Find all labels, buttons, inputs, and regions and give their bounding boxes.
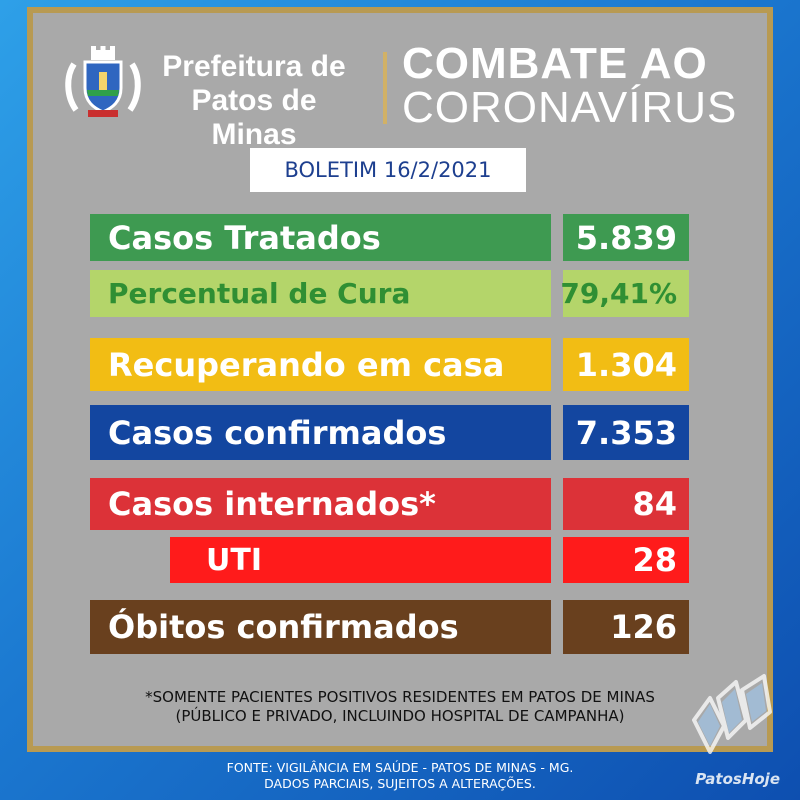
- treated-cases-label: Casos Tratados: [108, 218, 381, 257]
- deaths-value-box: 126: [563, 600, 689, 654]
- icu-label: UTI: [206, 542, 262, 578]
- campaign-title-line-2: CORONAVÍRUS: [402, 83, 738, 132]
- hospitalized-label-box: Casos internados*: [90, 478, 551, 530]
- footnote-line-2: (PÚBLICO E PRIVADO, INCLUINDO HOSPITAL D…: [175, 707, 625, 725]
- treated-cases-label-box: Casos Tratados: [90, 214, 551, 261]
- hospitalized-value-box: 84: [563, 478, 689, 530]
- confirmed-cases-label-box: Casos confirmados: [90, 405, 551, 460]
- data-source-note: FONTE: VIGILÂNCIA EM SAÚDE - PATOS DE MI…: [140, 760, 660, 792]
- brand-line-1: Prefeitura de: [162, 50, 346, 83]
- source-line-2: DADOS PARCIAIS, SUJEITOS A ALTERAÇÕES.: [264, 776, 536, 791]
- cure-rate-label-box: Percentual de Cura: [90, 270, 551, 317]
- recovering-home-label-box: Recuperando em casa: [90, 338, 551, 391]
- treated-cases-value-box: 5.839: [563, 214, 689, 261]
- footnote: *SOMENTE PACIENTES POSITIVOS RESIDENTES …: [100, 688, 700, 726]
- footnote-line-1: *SOMENTE PACIENTES POSITIVOS RESIDENTES …: [145, 688, 655, 706]
- recovering-home-value: 1.304: [575, 345, 677, 384]
- source-line-1: FONTE: VIGILÂNCIA EM SAÚDE - PATOS DE MI…: [226, 760, 574, 775]
- deaths-value: 126: [610, 608, 677, 646]
- recovering-home-value-box: 1.304: [563, 338, 689, 391]
- city-hall-brand: Prefeitura de Patos de Minas: [149, 50, 359, 152]
- confirmed-cases-value: 7.353: [575, 413, 677, 452]
- patoshoje-logo-icon: [692, 674, 772, 754]
- confirmed-cases-value-box: 7.353: [563, 405, 689, 460]
- deaths-label: Óbitos confirmados: [108, 608, 459, 646]
- cure-rate-value-box: 79,41%: [560, 270, 689, 317]
- deaths-label-box: Óbitos confirmados: [90, 600, 551, 654]
- hospitalized-value: 84: [632, 485, 677, 523]
- recovering-home-label: Recuperando em casa: [108, 345, 505, 384]
- brand-line-2: Patos de Minas: [191, 84, 317, 151]
- treated-cases-value: 5.839: [575, 218, 677, 257]
- cure-rate-value: 79,41%: [560, 277, 677, 310]
- bulletin-date-box: BOLETIM 16/2/2021: [250, 148, 526, 192]
- campaign-title-line-1: COMBATE AO: [402, 39, 708, 88]
- cure-rate-label: Percentual de Cura: [108, 277, 411, 310]
- watermark-text: PatosHoje: [695, 770, 780, 788]
- icu-value-box: 28: [563, 537, 689, 583]
- confirmed-cases-label: Casos confirmados: [108, 413, 447, 452]
- icu-value: 28: [632, 541, 677, 579]
- header-divider: [383, 52, 387, 124]
- icu-label-box: UTI: [170, 537, 551, 583]
- hospitalized-label: Casos internados*: [108, 485, 436, 523]
- city-coat-of-arms-icon: [65, 46, 141, 117]
